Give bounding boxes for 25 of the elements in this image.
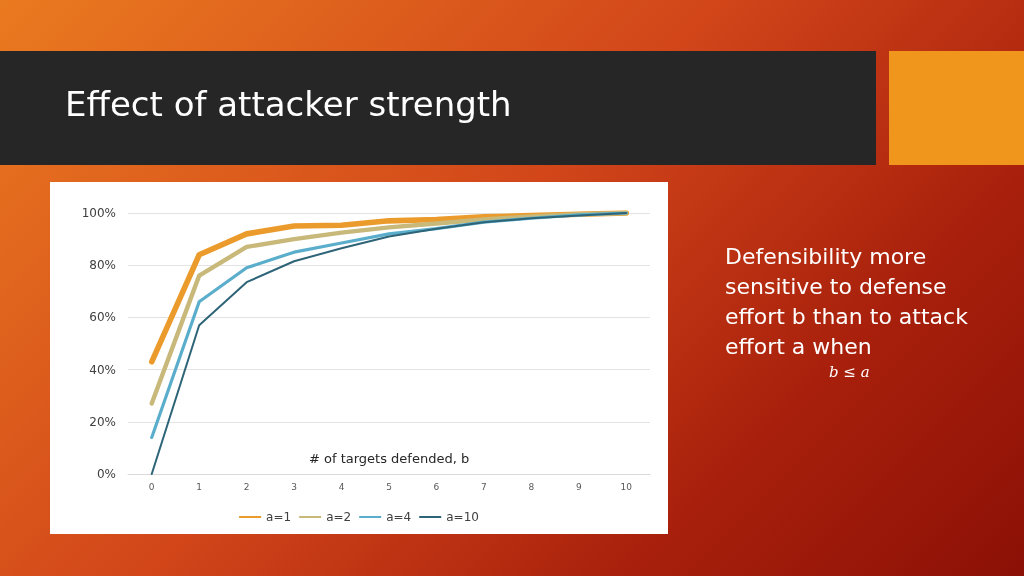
x-tick-label: 8 (528, 481, 535, 492)
x-tick-label: 5 (386, 481, 392, 492)
x-axis-title: # of targets defended, b (309, 451, 470, 466)
x-tick-label: 2 (243, 481, 250, 492)
x-tick-label: 4 (338, 481, 345, 492)
x-tick-label: 7 (481, 481, 487, 492)
y-tick-label: 80% (89, 258, 116, 273)
y-tick-label: 0% (96, 467, 116, 481)
y-tick-label: 20% (89, 414, 116, 429)
y-tick-label: 100% (81, 206, 116, 220)
legend-label: a=4 (386, 510, 412, 524)
x-tick-label: 9 (575, 481, 582, 492)
text: Defensibility more sensitive to defense effort b than to attack effort a when (725, 243, 969, 361)
text: b ≤ a (828, 362, 871, 382)
x-tick-label: 6 (433, 481, 440, 492)
x-tick-label: 0 (148, 481, 155, 492)
y-tick-label: 40% (89, 362, 116, 377)
x-tick-label: 10 (620, 481, 633, 492)
y-tick-label: 60% (89, 310, 116, 325)
legend-label: a=1 (266, 510, 292, 524)
x-tick-label: 3 (291, 481, 297, 492)
legend-label: a=10 (446, 510, 479, 524)
chart-title: Effect of attacker strength (65, 84, 512, 124)
x-tick-label: 1 (196, 481, 203, 492)
legend-label: a=2 (326, 510, 352, 524)
